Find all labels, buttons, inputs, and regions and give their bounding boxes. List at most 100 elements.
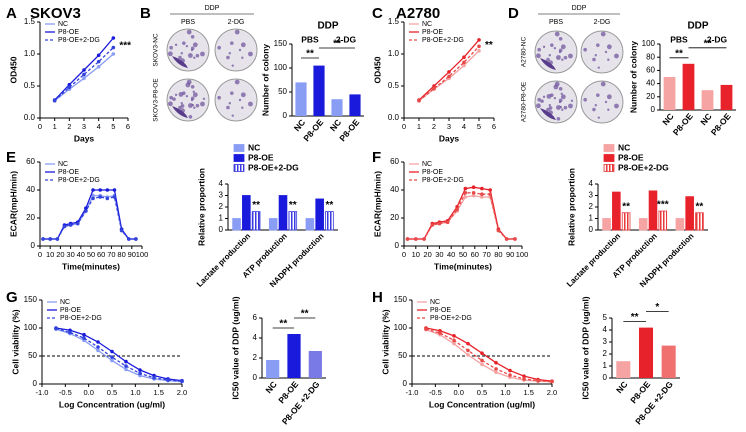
x-tick-label: 40 [77,250,85,259]
y-axis-title: Relative proportion [196,168,206,246]
x-tick-label: 4 [97,122,101,131]
colony [558,36,563,41]
y-tick-label: 3 [219,191,224,200]
legend-label: P8-OE+2-DG [248,162,299,172]
x-tick-label: 60 [97,250,105,259]
significance: ** [696,201,704,212]
colony [174,93,178,97]
bar [616,361,631,378]
data-point [424,327,428,331]
plate-title: DDP [572,5,587,12]
data-point [67,85,72,90]
data-point [508,368,512,373]
data-point [466,348,470,353]
x-tick-label: 20 [423,250,431,259]
colony [230,91,234,95]
series-line [425,328,553,383]
colony [563,55,568,60]
legend-label: P8-OE+2-DG [58,177,100,184]
panel-label: D [508,5,519,22]
x-tick-label: 30 [66,250,74,259]
data-point [98,188,102,192]
colony [231,64,234,67]
bar [663,77,676,110]
group-label: PBS [670,34,688,44]
colony [607,58,610,61]
colony [248,101,253,107]
colony [542,45,546,49]
legend-label: NC [248,142,260,152]
y-tick-label: 40 [646,79,655,88]
colony [169,95,173,100]
x-tick-label: 5 [477,122,481,131]
bar [266,360,280,378]
colony [167,51,173,57]
colony [607,108,610,111]
colony [241,106,244,109]
data-point [68,223,73,227]
x-tick-label: 2 [67,122,71,131]
x-tick-label: 0 [402,122,406,131]
data-point [452,341,456,346]
y-tick-label: 3 [589,191,594,200]
x-tick-label: 30 [435,250,443,259]
colony [537,47,541,52]
data-point [62,224,67,229]
significance: ** [631,312,639,323]
x-tick-label: 40 [447,250,455,259]
bar [720,84,733,110]
colony [604,100,608,104]
panel-label: A [6,5,17,22]
y-tick-label: 40 [390,185,399,194]
colony [583,97,587,102]
colony [554,31,560,37]
x-axis-title: Days [74,133,95,143]
data-point [496,228,501,233]
legend-label: P8-OE [422,29,443,36]
colony [188,115,193,119]
colony [228,102,231,105]
x-axis-title: Time(minutes) [62,261,120,271]
plate-dish [214,28,258,72]
colony [550,43,554,47]
plate-row-label: A2780-P8-OE [521,81,528,122]
data-point [112,188,117,192]
bar [701,90,714,110]
data-point [508,373,512,377]
y-axis-title: IC50 value of DDP (ug/ml) [580,296,590,399]
colony [558,98,563,103]
x-tick-label: 1.5 [153,388,163,397]
data-point [432,86,436,91]
y-axis-title: ECAR(mpH/min) [372,171,382,237]
y-tick-label: 1 [589,214,594,223]
significance: ** [622,201,630,212]
bar [661,345,676,378]
colony [200,101,205,107]
data-point [124,359,128,364]
x-tick-label: P8-OE [337,117,361,143]
x-tick-label: 0.5 [477,388,487,397]
data-point [110,349,114,354]
plate-row-label: SKOV3-NC [153,33,160,67]
panel-label: F [372,149,381,166]
panel-label: C [372,5,383,22]
x-tick-label: P8-OE [671,111,695,137]
bar [295,82,307,116]
colony [548,54,551,57]
colony [185,44,189,48]
y-axis-title: Number of colony [260,44,270,117]
legend-label: NC [422,161,432,168]
significance: ** [326,200,334,211]
data-point [447,74,451,79]
bar [313,65,325,116]
colony [535,53,541,59]
data-point [105,196,110,201]
bar [648,190,658,231]
colony [186,29,192,35]
x-tick-label: NC [660,111,676,127]
y-axis-title: Number of colony [628,41,638,114]
x-tick-label: 1.0 [500,388,510,397]
y-tick-label: 0 [395,241,400,250]
y-tick-label: 0.0 [24,113,36,122]
significance: *** [657,200,669,211]
